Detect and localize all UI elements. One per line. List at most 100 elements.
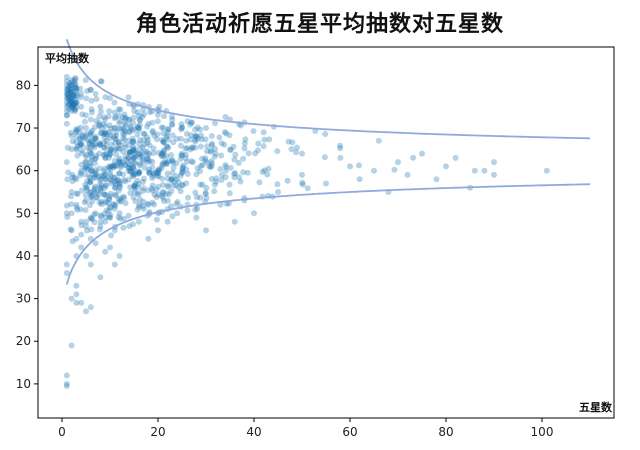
data-point — [169, 157, 175, 164]
data-point — [83, 218, 90, 225]
data-point — [111, 99, 118, 106]
data-point — [88, 226, 95, 233]
data-point — [218, 140, 225, 147]
data-point — [83, 125, 89, 131]
data-point — [155, 170, 162, 177]
data-point — [177, 172, 184, 179]
data-point — [188, 119, 195, 126]
data-point — [134, 177, 141, 184]
data-point — [64, 90, 71, 97]
data-point — [232, 170, 239, 177]
data-point — [112, 140, 119, 147]
data-point — [101, 151, 108, 158]
data-point — [105, 113, 112, 120]
data-point — [116, 180, 123, 187]
data-point — [136, 162, 143, 169]
data-point — [120, 125, 127, 132]
data-point — [122, 128, 129, 135]
data-point — [112, 202, 119, 209]
data-point — [111, 227, 118, 234]
data-point — [78, 124, 84, 131]
data-point — [136, 169, 143, 176]
data-point — [126, 150, 133, 157]
data-point — [129, 135, 136, 142]
data-point — [127, 165, 134, 172]
data-point — [115, 145, 122, 152]
data-point — [107, 214, 113, 221]
data-point — [170, 139, 177, 146]
data-point — [111, 174, 118, 181]
data-point — [106, 195, 113, 202]
data-point — [178, 121, 185, 128]
data-point — [65, 92, 72, 99]
data-point — [321, 154, 328, 161]
data-point — [419, 150, 425, 157]
data-point — [151, 170, 158, 177]
data-point — [148, 185, 155, 192]
data-point — [97, 103, 104, 110]
data-point — [111, 163, 118, 170]
data-point — [88, 106, 95, 113]
data-point — [92, 167, 99, 173]
data-point — [73, 128, 80, 134]
data-point — [164, 183, 171, 190]
data-point — [106, 176, 113, 182]
data-point — [202, 155, 209, 162]
data-point — [97, 78, 104, 85]
data-point — [78, 167, 85, 174]
data-point — [183, 166, 190, 173]
data-point — [131, 182, 138, 189]
data-point — [70, 101, 77, 108]
data-point — [78, 142, 85, 149]
data-point — [72, 85, 79, 91]
data-point — [112, 177, 119, 184]
data-point — [145, 235, 152, 242]
y-tick-label: 60 — [16, 164, 31, 178]
data-point — [67, 129, 74, 136]
data-point — [121, 126, 128, 133]
data-point — [92, 155, 99, 162]
data-point — [68, 90, 75, 97]
data-point — [140, 185, 147, 192]
data-point — [91, 211, 98, 218]
data-point — [102, 154, 109, 161]
data-point — [121, 120, 128, 127]
data-point — [168, 177, 175, 183]
data-point — [89, 127, 96, 134]
data-point — [226, 146, 233, 153]
data-point — [73, 282, 80, 289]
data-point — [149, 182, 156, 189]
data-point — [121, 177, 127, 183]
data-point — [194, 165, 201, 172]
data-point — [92, 90, 99, 97]
data-point — [130, 154, 137, 161]
data-point — [73, 99, 80, 106]
data-point — [92, 174, 98, 181]
data-point — [259, 169, 266, 175]
data-point — [79, 147, 86, 154]
data-point — [74, 206, 81, 213]
data-point — [120, 135, 127, 142]
data-point — [105, 163, 112, 170]
data-point — [202, 189, 209, 196]
data-point — [103, 130, 110, 137]
x-tick-label: 60 — [342, 425, 357, 439]
data-point — [121, 215, 128, 222]
data-point — [163, 190, 170, 197]
data-point — [211, 188, 218, 195]
data-point — [185, 194, 192, 201]
data-point — [173, 201, 180, 207]
data-point — [86, 202, 93, 209]
data-point — [69, 104, 76, 111]
data-point — [73, 190, 80, 197]
data-point — [187, 136, 194, 143]
data-point — [91, 189, 98, 196]
data-point — [168, 203, 175, 210]
data-point — [130, 169, 137, 176]
data-point — [236, 174, 242, 181]
data-point — [97, 176, 104, 183]
data-point — [87, 304, 94, 311]
data-point — [179, 181, 186, 188]
data-point — [184, 207, 191, 214]
